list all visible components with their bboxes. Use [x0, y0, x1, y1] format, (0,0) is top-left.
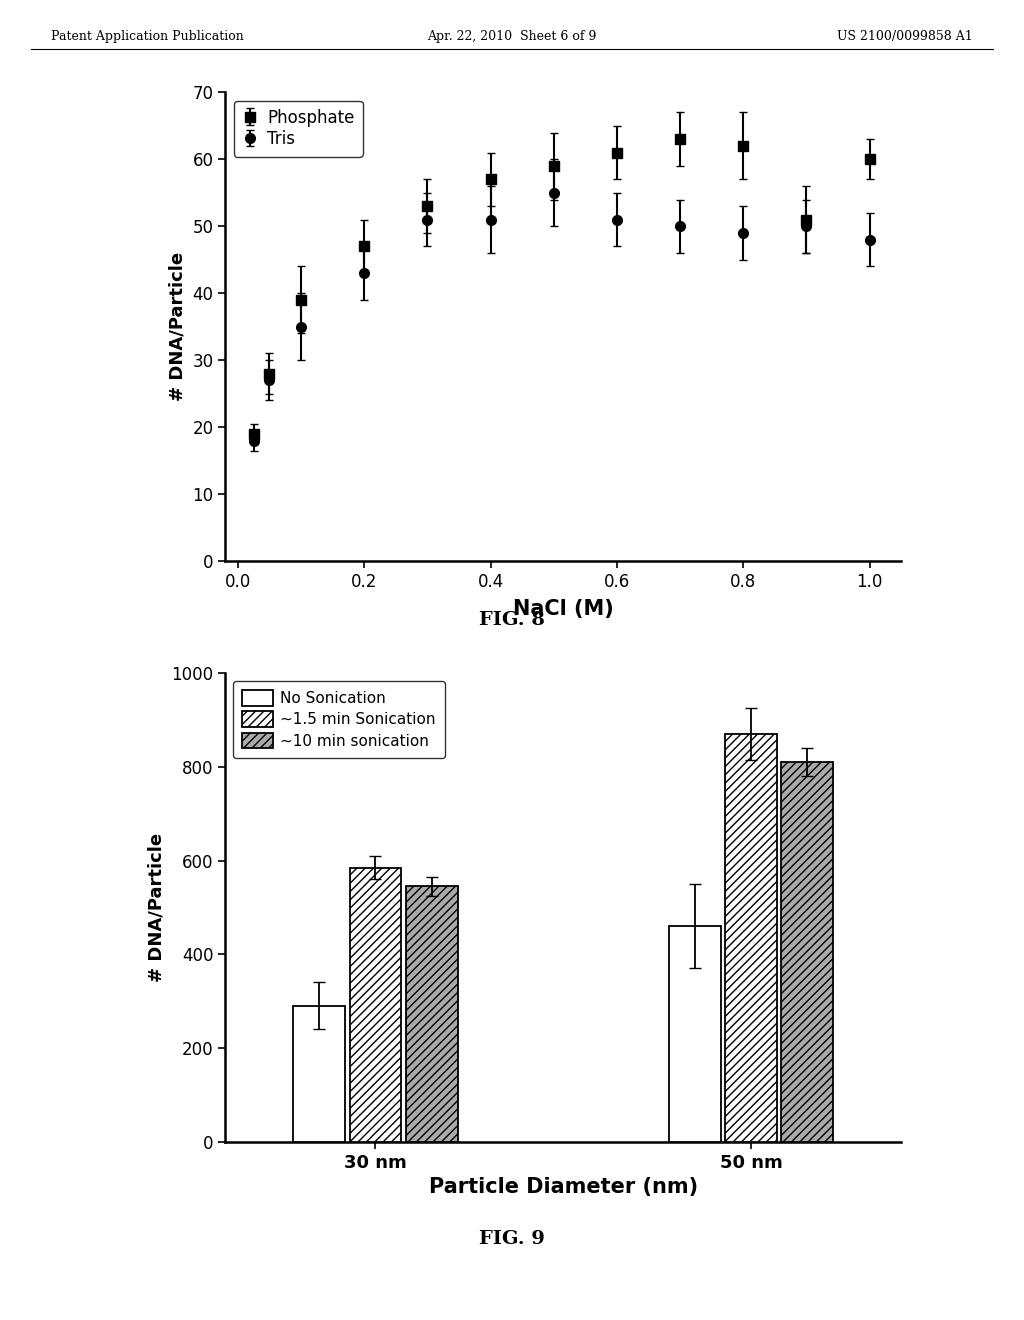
Bar: [349, 867, 401, 1142]
Text: Apr. 22, 2010  Sheet 6 of 9: Apr. 22, 2010 Sheet 6 of 9: [427, 30, 597, 44]
Bar: [293, 1006, 345, 1142]
X-axis label: Particle Diameter (nm): Particle Diameter (nm): [429, 1177, 697, 1197]
Bar: [725, 734, 777, 1142]
Bar: [781, 762, 834, 1142]
Legend: Phosphate, Tris: Phosphate, Tris: [233, 100, 362, 157]
Text: Patent Application Publication: Patent Application Publication: [51, 30, 244, 44]
Legend: No Sonication, ~1.5 min Sonication, ~10 min sonication: No Sonication, ~1.5 min Sonication, ~10 …: [232, 681, 445, 758]
Text: US 2100/0099858 A1: US 2100/0099858 A1: [837, 30, 973, 44]
Y-axis label: # DNA/Particle: # DNA/Particle: [169, 252, 186, 401]
Y-axis label: # DNA/Particle: # DNA/Particle: [147, 833, 166, 982]
Bar: [669, 927, 721, 1142]
X-axis label: NaCl (M): NaCl (M): [513, 599, 613, 619]
Text: FIG. 8: FIG. 8: [479, 611, 545, 630]
Bar: [406, 887, 458, 1142]
Text: FIG. 9: FIG. 9: [479, 1230, 545, 1249]
